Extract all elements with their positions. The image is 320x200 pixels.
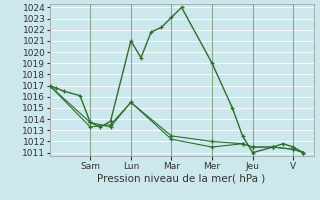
X-axis label: Pression niveau de la mer( hPa ): Pression niveau de la mer( hPa ) bbox=[98, 173, 266, 183]
